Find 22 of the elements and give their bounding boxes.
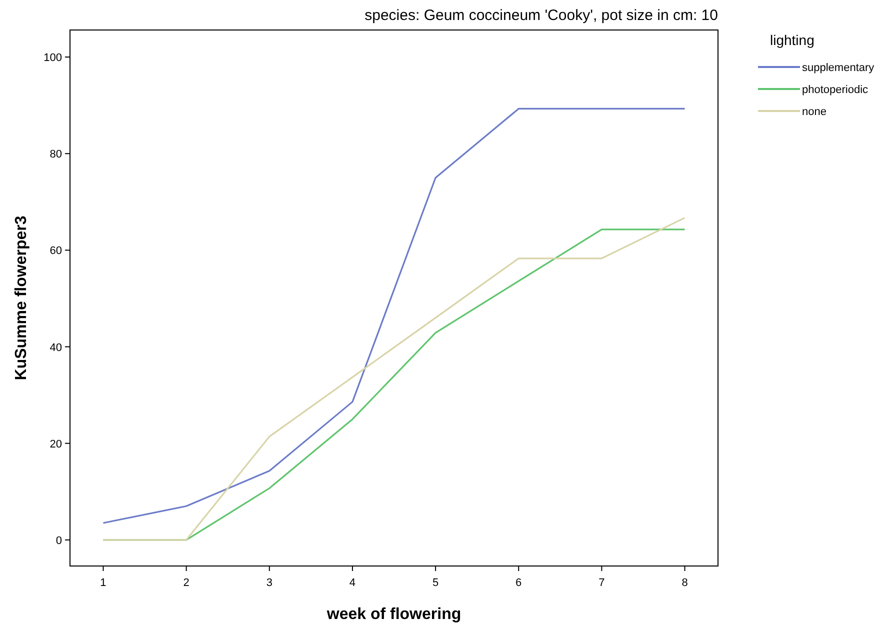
x-tick-label: 4: [349, 577, 356, 589]
y-tick-label: 20: [50, 438, 62, 450]
y-tick-label: 0: [56, 534, 62, 547]
legend-label: supplementary: [802, 62, 875, 74]
x-tick-label: 7: [598, 577, 605, 589]
chart-title: species: Geum coccineum 'Cooky', pot size in cm: 10: [364, 7, 718, 24]
x-tick-label: 8: [682, 577, 688, 589]
y-tick-label: 80: [50, 148, 62, 161]
x-tick-label: 3: [266, 577, 272, 589]
legend-title: lighting: [770, 32, 814, 48]
x-tick-label: 2: [183, 577, 190, 589]
x-tick-label: 6: [516, 577, 522, 589]
line-series: [102, 108, 686, 524]
x-tick-label: 1: [100, 577, 106, 589]
x-tick-label: 5: [432, 577, 439, 589]
legend-label: photoperiodic: [802, 84, 869, 96]
y-axis-title: KuSumme flowerper3: [13, 216, 30, 380]
y-tick-label: 40: [50, 342, 62, 354]
y-tick-label: 100: [44, 52, 62, 64]
legend-label: none: [802, 106, 826, 118]
x-axis-title: week of flowering: [326, 606, 462, 623]
y-tick-label: 60: [50, 245, 62, 258]
